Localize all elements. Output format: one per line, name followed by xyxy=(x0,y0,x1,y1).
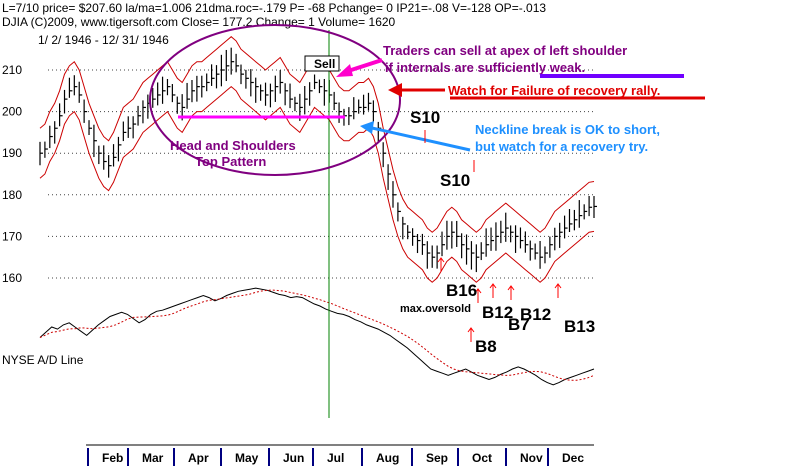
y-tick-label: 170 xyxy=(2,229,22,243)
month-label: Apr xyxy=(188,451,209,465)
annotation-neckline-1: Neckline break is OK to short, xyxy=(475,122,660,137)
arrow-red-head xyxy=(388,83,402,97)
annotation-traders-1: Traders can sell at apex of left shoulde… xyxy=(383,43,627,58)
sell-box xyxy=(304,55,340,72)
month-label: Aug xyxy=(376,451,399,465)
header-date-range: 1/ 2/ 1946 - 12/ 31/ 1946 xyxy=(38,33,169,47)
arrow-blue xyxy=(371,126,471,152)
head-shoulders-ellipse xyxy=(149,24,401,176)
signal-b8: B8 xyxy=(475,337,497,356)
price-axis-ticks: 210 200 190 180 170 160 xyxy=(2,63,22,285)
month-label: Mar xyxy=(142,451,164,465)
price-bars xyxy=(39,47,597,273)
month-axis: Feb Mar Apr May Jun Jul Aug Sep Oct Nov Dec xyxy=(86,444,594,466)
y-tick-label: 200 xyxy=(2,105,22,119)
signal-arrow-head xyxy=(554,283,562,289)
pattern-label-1: Head and Shoulders xyxy=(170,138,296,153)
month-label: Jul xyxy=(327,451,344,465)
signal-arrow-head xyxy=(437,257,445,263)
y-tick-label: 180 xyxy=(2,188,22,202)
y-tick-label: 190 xyxy=(2,146,22,160)
arrow-blue-head xyxy=(360,121,374,134)
y-tick-label: 160 xyxy=(2,271,22,285)
signal-arrow-head xyxy=(467,327,475,333)
month-label: Dec xyxy=(562,451,584,465)
header-line-2: DJIA (C)2009, www.tigersoft.com Close= 1… xyxy=(2,15,396,29)
ad-line xyxy=(39,287,595,386)
annotation-neckline-2: but watch for a recovery try. xyxy=(475,139,648,154)
signal-note: max.oversold xyxy=(400,303,471,315)
month-label: Jun xyxy=(283,451,304,465)
signal-b7: B7 xyxy=(508,315,530,334)
annotation-watch-failure: Watch for Failure of recovery rally. xyxy=(448,83,660,98)
month-label: Nov xyxy=(520,451,543,465)
signal-arrow-head xyxy=(507,285,515,291)
signal-b13: B13 xyxy=(564,317,595,336)
month-label: Oct xyxy=(472,451,492,465)
s10-label-1: S10 xyxy=(410,108,440,127)
signal-b16: B16 xyxy=(446,281,477,300)
annotation-traders-2: if internals are sufficiently weak. xyxy=(385,60,585,75)
arrow-pink-head xyxy=(336,64,353,77)
signal-b12-a: B12 xyxy=(482,303,513,322)
ad-line-ma xyxy=(39,289,595,381)
month-label: Sep xyxy=(426,451,448,465)
month-label: Feb xyxy=(102,451,123,465)
ad-line-label: NYSE A/D Line xyxy=(2,353,84,367)
pattern-label-2: Top Pattern xyxy=(195,154,266,169)
signal-arrow-head xyxy=(474,288,482,294)
lower-band xyxy=(39,85,595,283)
y-tick-label: 210 xyxy=(2,63,22,77)
s10-label-2: S10 xyxy=(440,171,470,190)
signal-arrows xyxy=(437,257,562,342)
header-line-1: L=7/10 price= $207.60 la/ma=1.006 21dma.… xyxy=(2,1,546,15)
ad-line-series xyxy=(39,287,595,386)
price-gridlines xyxy=(48,69,594,279)
signal-arrow-head xyxy=(489,283,497,289)
sell-label: Sell xyxy=(314,57,335,71)
month-label: May xyxy=(235,451,259,465)
signal-b12-b: B12 xyxy=(520,305,551,324)
